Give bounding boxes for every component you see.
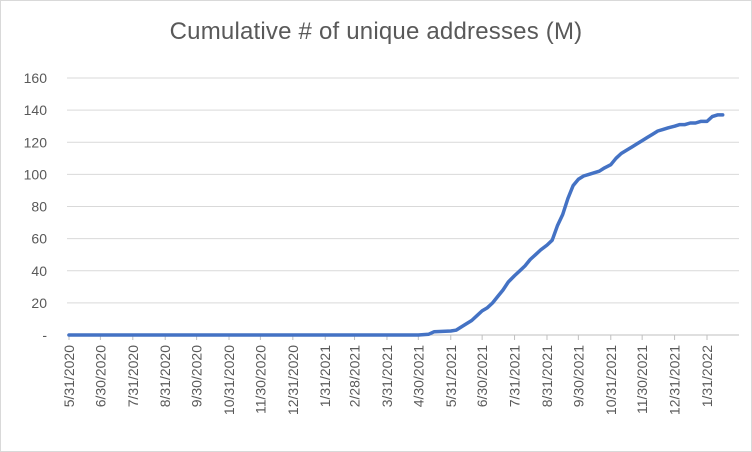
x-axis: 5/31/2020 6/30/2020 7/31/2020 8/31/2020 9/30… [61, 335, 715, 415]
y-tick-label: 120 [24, 134, 48, 150]
x-tick-label: 10/31/2021 [603, 345, 619, 415]
x-tick-label: 6/30/2021 [474, 345, 490, 407]
y-tick-label: 80 [31, 199, 47, 215]
x-tick-label: 4/30/2021 [410, 345, 426, 407]
x-tick-label: 6/30/2020 [92, 345, 108, 407]
x-tick-label: 8/31/2020 [157, 345, 173, 407]
x-tick-label: 10/31/2020 [221, 345, 237, 415]
x-tick-label: 7/31/2020 [125, 345, 141, 407]
x-tick-label: 12/31/2020 [285, 345, 301, 415]
y-tick-label: 140 [24, 102, 48, 118]
x-tick-label: 1/31/2022 [699, 345, 715, 407]
x-tick-label: 3/31/2021 [379, 345, 395, 407]
series-layer [67, 113, 725, 337]
y-tick-label: 100 [24, 166, 48, 182]
y-tick-label: 20 [31, 295, 47, 311]
x-tick-label: 11/30/2021 [634, 345, 650, 414]
y-tick-label: - [42, 327, 47, 343]
x-tick-label: 9/30/2020 [189, 345, 205, 407]
series-line [67, 113, 725, 337]
grid [67, 77, 739, 336]
chart-title: Cumulative # of unique addresses (M) [169, 18, 583, 45]
x-tick-label: 5/31/2021 [443, 345, 459, 407]
y-tick-label: 160 [24, 70, 48, 86]
x-tick-label: 9/30/2021 [570, 345, 586, 407]
y-tick-label: 40 [31, 263, 47, 279]
x-tick-label: 7/31/2021 [507, 345, 523, 407]
x-tick-label: 8/31/2021 [539, 345, 555, 407]
x-tick-label: 1/31/2021 [317, 345, 333, 407]
y-axis: - 20 40 60 80 100 120 140 160 [24, 70, 48, 343]
x-tick-label: 12/31/2021 [667, 345, 683, 415]
x-tick-label: 2/28/2021 [347, 345, 363, 407]
x-tick-label: 5/31/2020 [61, 345, 77, 407]
y-tick-label: 60 [31, 231, 47, 247]
x-tick-label: 11/30/2020 [252, 345, 268, 414]
